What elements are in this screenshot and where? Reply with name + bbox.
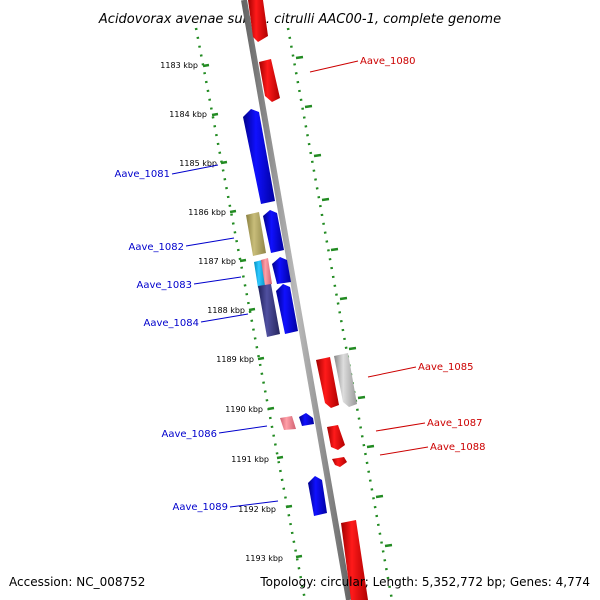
gene-labels: Aave_1080 Aave_1081 Aave_1082 Aave_1083 … (115, 56, 486, 513)
gene-label-aave-1084[interactable]: Aave_1084 (144, 318, 200, 329)
accession-text: Accession: NC_008752 (9, 575, 145, 589)
tick-label: 1190 kbp (225, 405, 263, 414)
tick-label: 1187 kbp (198, 257, 236, 266)
gene-label-aave-1082[interactable]: Aave_1082 (129, 242, 185, 253)
gene-aave-1083-b (261, 258, 272, 286)
kbp-tick-marks (202, 55, 393, 559)
gene-label-aave-1080[interactable]: Aave_1080 (360, 56, 416, 67)
gene-label-aave-1086[interactable]: Aave_1086 (162, 429, 218, 440)
genome-summary-text: Topology: circular; Length: 5,352,772 bp… (259, 575, 590, 589)
genome-backbone (241, 0, 352, 600)
tick-label: 1184 kbp (169, 110, 207, 119)
gene-aave-1087 (327, 425, 345, 450)
gene-aave-1089 (308, 476, 327, 516)
gene-label-aave-1089[interactable]: Aave_1089 (173, 502, 229, 513)
gene-aave-1084 (258, 284, 280, 337)
gene-arrow (248, 0, 268, 42)
gene-aave-1086 (280, 416, 296, 430)
tick-label: 1193 kbp (245, 554, 283, 563)
gene-aave-1081 (243, 109, 275, 204)
outer-dotted-track (286, 27, 394, 600)
gene-label-aave-1083[interactable]: Aave_1083 (137, 280, 193, 291)
gene-aave-1085-a (316, 357, 339, 408)
kbp-tick-labels: 1183 kbp 1184 kbp 1185 kbp 1186 kbp 1187… (160, 61, 283, 563)
gene-aave-1084-b (276, 284, 298, 334)
gene-aave-1082 (246, 212, 266, 256)
tick-label: 1188 kbp (207, 306, 245, 315)
gene-aave-1088 (332, 457, 347, 467)
gene-label-aave-1085[interactable]: Aave_1085 (418, 362, 474, 373)
gene-label-aave-1087[interactable]: Aave_1087 (427, 418, 483, 429)
gene-aave-1085-b (334, 353, 357, 407)
gene-aave-1086-b (299, 413, 314, 426)
tick-label: 1185 kbp (179, 159, 217, 168)
label-leaders (171, 60, 429, 508)
gene-aave-1083-c (272, 257, 291, 284)
gene-label-aave-1088[interactable]: Aave_1088 (430, 442, 486, 453)
gene-arrow (341, 520, 368, 600)
tick-label: 1192 kbp (238, 505, 276, 514)
gene-aave-1080 (259, 59, 280, 102)
map-title: Acidovorax avenae subsp. citrulli AAC00-… (98, 12, 501, 27)
tick-label: 1183 kbp (160, 61, 198, 70)
tick-label: 1191 kbp (231, 455, 269, 464)
forward-strand-genes (248, 0, 368, 600)
tick-label: 1189 kbp (216, 355, 254, 364)
tick-label: 1186 kbp (188, 208, 226, 217)
gene-label-aave-1081[interactable]: Aave_1081 (115, 169, 171, 180)
gene-aave-1082-b (263, 210, 284, 253)
reverse-strand-genes (243, 109, 327, 516)
